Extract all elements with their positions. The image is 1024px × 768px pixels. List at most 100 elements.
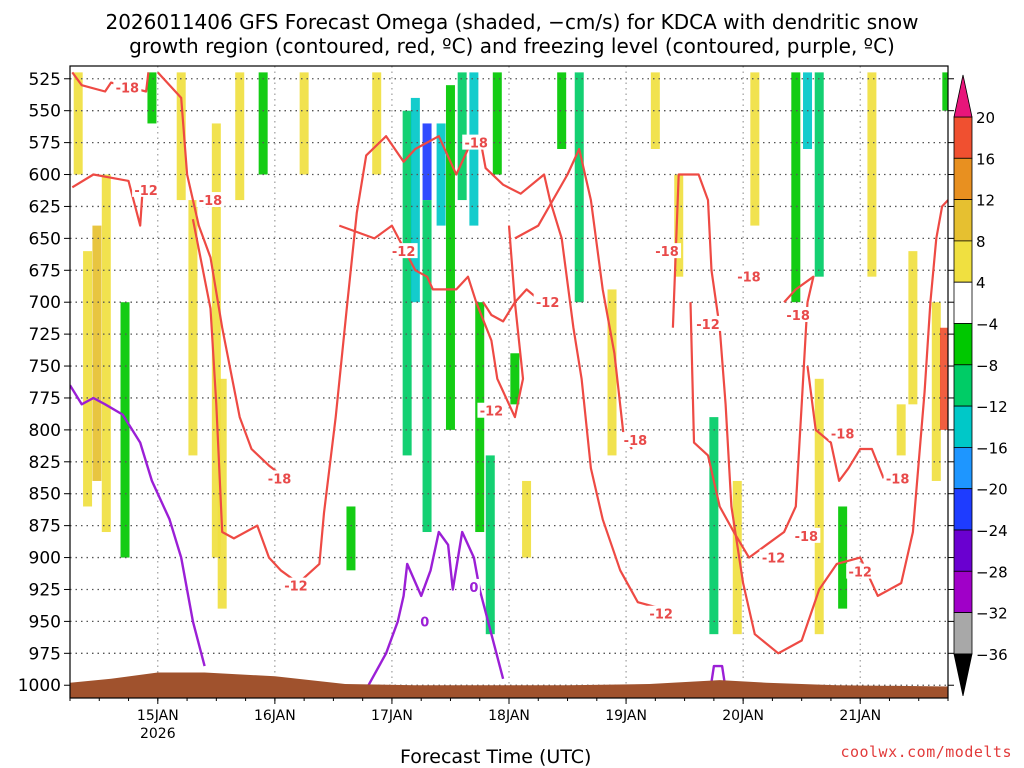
colorbar-label-7: −12	[976, 398, 1008, 416]
contour-label-5: -12	[392, 245, 416, 260]
omega-shade-15	[402, 110, 412, 456]
x-tick-label-2: 17JAN	[371, 708, 413, 724]
omega-shade-0	[73, 72, 83, 175]
contour-label-17: -12	[649, 608, 673, 623]
omega-shade-34	[732, 480, 742, 635]
omega-shade-39	[814, 378, 824, 635]
y-tick-label-725: 725	[29, 325, 61, 345]
contour-label-15: -12	[762, 552, 786, 567]
omega-shade-46	[942, 72, 948, 111]
colorbar-bottom-arrow	[953, 653, 973, 696]
x-tick-sublabel-0: 2026	[140, 726, 176, 742]
omega-shade-21	[457, 72, 467, 201]
y-tick-label-625: 625	[29, 197, 61, 217]
y-tick-label-700: 700	[29, 293, 61, 313]
omega-shade-27	[522, 480, 532, 558]
colorbar-box-4	[953, 281, 973, 324]
freezing-contour-0	[70, 384, 206, 667]
omega-shade-8	[211, 123, 221, 558]
chart-title-line1: 2026011406 GFS Forecast Omega (shaded, −…	[105, 10, 919, 34]
colorbar-label-10: −24	[976, 522, 1008, 540]
omega-shade-11	[258, 72, 268, 175]
contour-label-20: 0	[420, 615, 429, 630]
dgz-contour-3	[191, 135, 662, 610]
colorbar-box-10	[953, 529, 973, 572]
omega-shade-26	[510, 353, 520, 405]
omega-shade-35	[750, 72, 760, 226]
y-tick-label-600: 600	[29, 166, 61, 186]
colorbar-label-1: 16	[976, 150, 995, 168]
omega-shade-31	[650, 72, 660, 149]
terrain-fill	[70, 672, 948, 698]
y-tick-label-750: 750	[29, 357, 61, 377]
contour-label-14: -18	[831, 428, 855, 443]
y-tick-label-575: 575	[29, 134, 61, 154]
omega-shade-19	[436, 123, 446, 226]
colorbar-label-5: −4	[976, 316, 998, 334]
contour-label-0: -18	[116, 82, 140, 97]
dgz-contour-4	[338, 224, 525, 419]
contour-label-6: -18	[464, 137, 488, 152]
omega-shade-24	[485, 455, 495, 635]
omega-shade-44	[931, 302, 941, 481]
colorbar-label-13: −36	[976, 646, 1008, 664]
x-axis-label: Forecast Time (UTC)	[400, 746, 592, 768]
dgz-contour-0	[71, 71, 150, 93]
colorbar-box-12	[953, 612, 973, 655]
omega-shade-43	[908, 251, 918, 405]
colorbar-label-3: 8	[976, 233, 986, 251]
y-tick-label-1000: 1000	[18, 676, 61, 696]
dgz-contour-5	[482, 288, 543, 323]
x-tick-label-5: 20JAN	[722, 708, 764, 724]
dgz-contour-6	[514, 147, 633, 450]
dgz-contour-8	[689, 275, 815, 559]
omega-shade-16	[410, 97, 420, 303]
y-tick-label-800: 800	[29, 421, 61, 441]
omega-shade-1	[83, 251, 93, 507]
omega-shade-18	[422, 200, 432, 533]
contour-label-21: 0	[469, 581, 478, 596]
colorbar-box-3	[953, 240, 973, 283]
colorbar-top-arrow	[953, 74, 973, 118]
contour-label-11: -12	[696, 318, 720, 333]
colorbar: 20 16 12 8 4 −4 −8 −12 −16 −20 −24 −28 −32 −36	[953, 74, 1008, 696]
contour-label-18: -12	[848, 566, 872, 581]
y-tick-label-950: 950	[29, 612, 61, 632]
dgz-contour-7	[671, 173, 948, 655]
freezing-contour-1	[367, 530, 505, 686]
colorbar-box-1	[953, 157, 973, 201]
y-tick-label-900: 900	[29, 549, 61, 569]
colorbar-label-8: −16	[976, 439, 1008, 457]
omega-shade-40	[838, 506, 848, 609]
omega-shade-28	[557, 72, 567, 149]
omega-shade-13	[346, 506, 356, 571]
omega-shade-14	[372, 72, 382, 175]
y-tick-label-975: 975	[29, 644, 61, 664]
omega-shade-17	[422, 123, 432, 201]
omega-shade-6	[176, 72, 186, 201]
x-tick-label-3: 18JAN	[488, 708, 530, 724]
y-tick-label-775: 775	[29, 389, 61, 409]
contour-label-19: -18	[886, 472, 910, 487]
omega-shade-45	[939, 327, 948, 430]
y-tick-label-550: 550	[29, 102, 61, 122]
contour-label-13: -18	[786, 309, 810, 324]
omega-shade-30	[607, 289, 617, 456]
omega-shade-10	[235, 72, 245, 201]
x-tick-label-0: 15JAN	[137, 708, 179, 724]
colorbar-box-9	[953, 488, 973, 531]
x-tick-label-4: 19JAN	[605, 708, 647, 724]
colorbar-label-2: 12	[976, 192, 995, 210]
colorbar-label-6: −8	[976, 357, 998, 375]
y-tick-label-650: 650	[29, 229, 61, 249]
colorbar-box-11	[953, 570, 973, 613]
credit-text: coolwx.com/modelts	[840, 743, 1012, 761]
contour-label-9: -18	[655, 245, 679, 260]
dgz-contour-2	[156, 71, 282, 476]
dgz-contour-9	[806, 365, 885, 482]
omega-shade-9	[217, 378, 227, 609]
colorbar-box-6	[953, 364, 973, 407]
colorbar-label-9: −20	[976, 481, 1008, 499]
y-tick-label-675: 675	[29, 261, 61, 281]
